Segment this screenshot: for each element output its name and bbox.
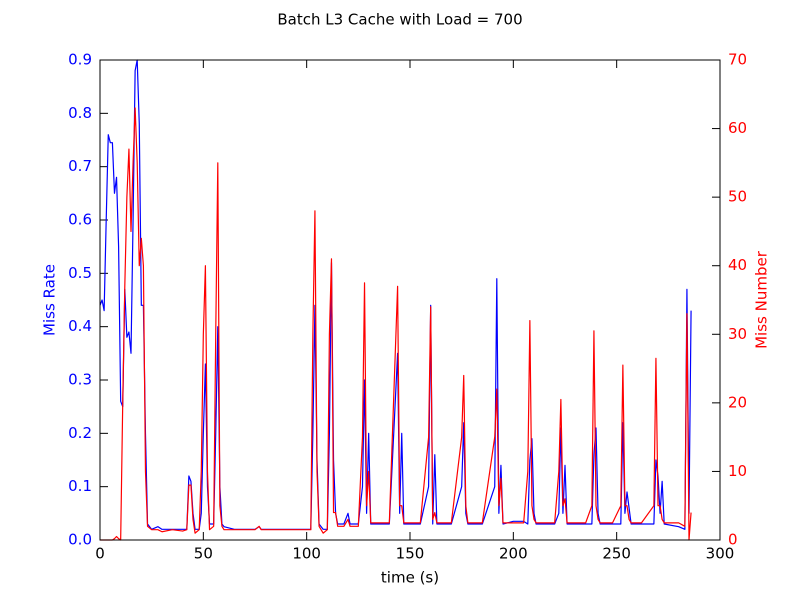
y-tick-label: 0.4 bbox=[68, 317, 92, 335]
y2-tick-label: 0 bbox=[728, 531, 738, 549]
x-tick-label: 50 bbox=[194, 545, 213, 563]
line-series bbox=[99, 59, 692, 530]
y-tick-label: 0.7 bbox=[68, 157, 92, 175]
line-series bbox=[100, 107, 692, 541]
y-tick-label: 0.9 bbox=[68, 51, 92, 69]
plot-frame bbox=[99, 59, 721, 541]
y-tick-label: 0.2 bbox=[68, 424, 92, 442]
y-axis-label: Miss Rate bbox=[41, 264, 59, 336]
x-tick-label: 200 bbox=[499, 545, 528, 563]
x-tick-label: 300 bbox=[706, 545, 735, 563]
y-tick-label: 0.8 bbox=[68, 104, 92, 122]
y-tick-label: 0.1 bbox=[68, 477, 92, 495]
y2-tick-label: 30 bbox=[728, 325, 747, 343]
x-tick-label: 100 bbox=[292, 545, 321, 563]
y2-tick-label: 50 bbox=[728, 188, 747, 206]
y-tick-label: 0.3 bbox=[68, 371, 92, 389]
y2-tick-label: 20 bbox=[728, 393, 747, 411]
chart-title: Batch L3 Cache with Load = 700 bbox=[277, 11, 522, 29]
y-tick-label: 0.0 bbox=[68, 531, 92, 549]
x-tick-label: 250 bbox=[602, 545, 631, 563]
y2-tick-label: 70 bbox=[728, 51, 747, 69]
y-tick-label: 0.6 bbox=[68, 211, 92, 229]
y2-axis-label: Miss Number bbox=[753, 250, 771, 349]
y2-tick-label: 40 bbox=[728, 256, 747, 274]
y2-tick-label: 60 bbox=[728, 119, 747, 137]
x-axis-label: time (s) bbox=[381, 569, 439, 587]
y-tick-label: 0.5 bbox=[68, 264, 92, 282]
y2-tick-label: 10 bbox=[728, 462, 747, 480]
x-tick-label: 150 bbox=[396, 545, 425, 563]
x-tick-label: 0 bbox=[95, 545, 105, 563]
